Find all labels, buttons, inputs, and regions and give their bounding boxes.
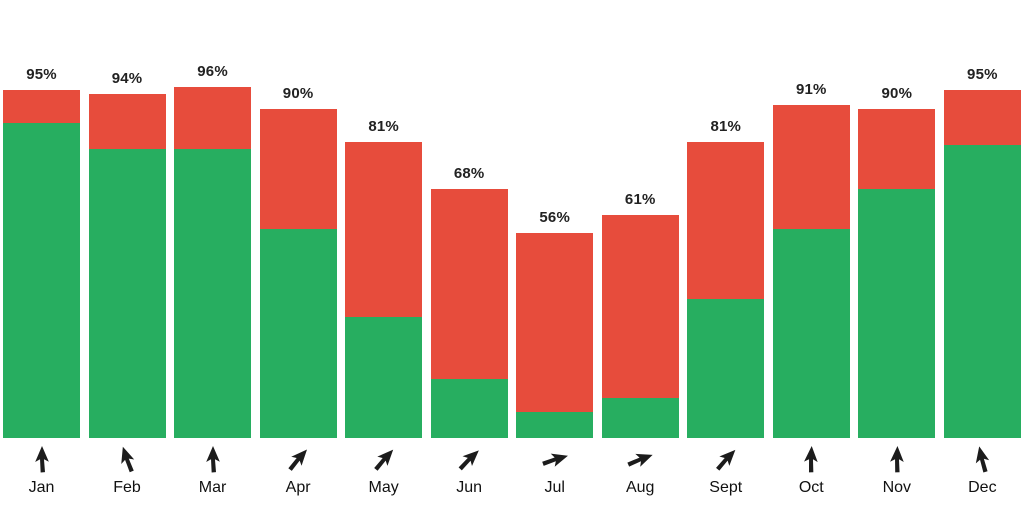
month-label: Apr [285, 479, 311, 496]
bar-segment-red[interactable] [3, 90, 80, 124]
trend-arrow-icon [3, 438, 80, 480]
month-label: Jan [28, 479, 55, 496]
bar-segment-red[interactable] [88, 94, 166, 149]
month-column: 56% Jul [516, 209, 594, 508]
month-label: Aug [625, 479, 655, 496]
bar-segment-green[interactable] [430, 379, 508, 438]
month-column: 68% Jun [430, 165, 508, 508]
trend-arrow-icon [345, 438, 422, 480]
trend-arrow-icon [89, 438, 166, 480]
bar-segment-green[interactable] [516, 412, 594, 438]
trend-arrow-icon [944, 438, 1021, 480]
bar-segment-green[interactable] [88, 148, 166, 438]
month-label: Oct [798, 479, 824, 496]
bar-segment-red[interactable] [858, 108, 936, 190]
bar-total-label: 81% [368, 117, 399, 135]
stacked-bar[interactable] [88, 94, 166, 438]
trend-arrow-icon [858, 438, 935, 480]
stacked-bar[interactable] [858, 108, 936, 438]
trend-arrow-icon [602, 438, 679, 480]
stacked-bar[interactable] [601, 214, 679, 438]
bar-segment-green[interactable] [345, 317, 423, 438]
stacked-bar[interactable] [687, 141, 765, 438]
bar-segment-red[interactable] [174, 86, 252, 149]
bar-total-label: 96% [197, 62, 228, 80]
stacked-bar[interactable] [772, 105, 850, 438]
bar-segment-green[interactable] [3, 123, 80, 438]
month-label: Dec [968, 479, 997, 496]
month-label: Sept [709, 479, 743, 496]
bar-total-label: 95% [26, 66, 57, 84]
month-label: Nov [882, 479, 912, 496]
bar-total-label: 95% [967, 66, 998, 84]
bar-segment-green[interactable] [943, 145, 1021, 438]
trend-arrow-icon [260, 438, 337, 480]
stacked-bar[interactable] [259, 108, 337, 438]
bar-segment-green[interactable] [772, 229, 850, 438]
month-label: Jul [544, 479, 565, 496]
month-label: May [368, 479, 399, 496]
stacked-bar[interactable] [516, 233, 594, 438]
bar-segment-red[interactable] [516, 233, 594, 413]
month-column: 96% Mar [174, 62, 252, 508]
bar-total-label: 81% [710, 117, 742, 135]
bar-segment-green[interactable] [174, 148, 252, 438]
bar-segment-red[interactable] [772, 105, 850, 230]
bar-total-label: 91% [795, 81, 827, 99]
stacked-bar[interactable] [345, 141, 423, 438]
month-column: 81% May [345, 117, 423, 508]
month-column: 61% Aug [601, 190, 679, 508]
month-column: 91% Oct [772, 81, 850, 508]
month-column: 81% Sept [687, 117, 765, 508]
bar-total-label: 90% [881, 84, 913, 102]
trend-arrow-icon [773, 438, 850, 480]
bar-segment-red[interactable] [943, 90, 1021, 146]
bar-total-label: 90% [282, 84, 314, 102]
bar-segment-green[interactable] [858, 189, 936, 438]
stacked-bar[interactable] [174, 86, 252, 438]
trend-arrow-icon [687, 438, 764, 480]
bar-segment-red[interactable] [259, 108, 337, 230]
trend-arrow-icon [431, 438, 508, 480]
stacked-bar[interactable] [430, 189, 508, 438]
bar-total-label: 61% [624, 190, 656, 208]
month-label: Mar [198, 479, 227, 496]
bar-segment-green[interactable] [687, 298, 765, 438]
stacked-bar[interactable] [943, 90, 1021, 438]
bar-segment-red[interactable] [430, 189, 508, 380]
month-column: 90% Nov [858, 84, 936, 508]
bar-segment-red[interactable] [345, 141, 423, 318]
month-label: Jun [456, 479, 483, 496]
trend-arrow-icon [174, 438, 251, 480]
month-label: Feb [113, 479, 141, 496]
bar-segment-red[interactable] [601, 214, 679, 398]
month-column: 90% Apr [259, 84, 337, 508]
bar-segment-green[interactable] [601, 397, 679, 438]
stacked-bar[interactable] [3, 90, 80, 438]
month-column: 94% Feb [88, 70, 166, 508]
month-column: 95% Dec [943, 66, 1021, 508]
bar-segment-green[interactable] [259, 229, 337, 438]
bar-total-label: 94% [111, 70, 143, 88]
month-column: 95% Jan [3, 67, 80, 508]
bar-total-label: 56% [539, 209, 570, 227]
trend-arrow-icon [516, 438, 593, 480]
bar-total-label: 68% [453, 165, 485, 183]
bar-segment-red[interactable] [687, 141, 765, 299]
